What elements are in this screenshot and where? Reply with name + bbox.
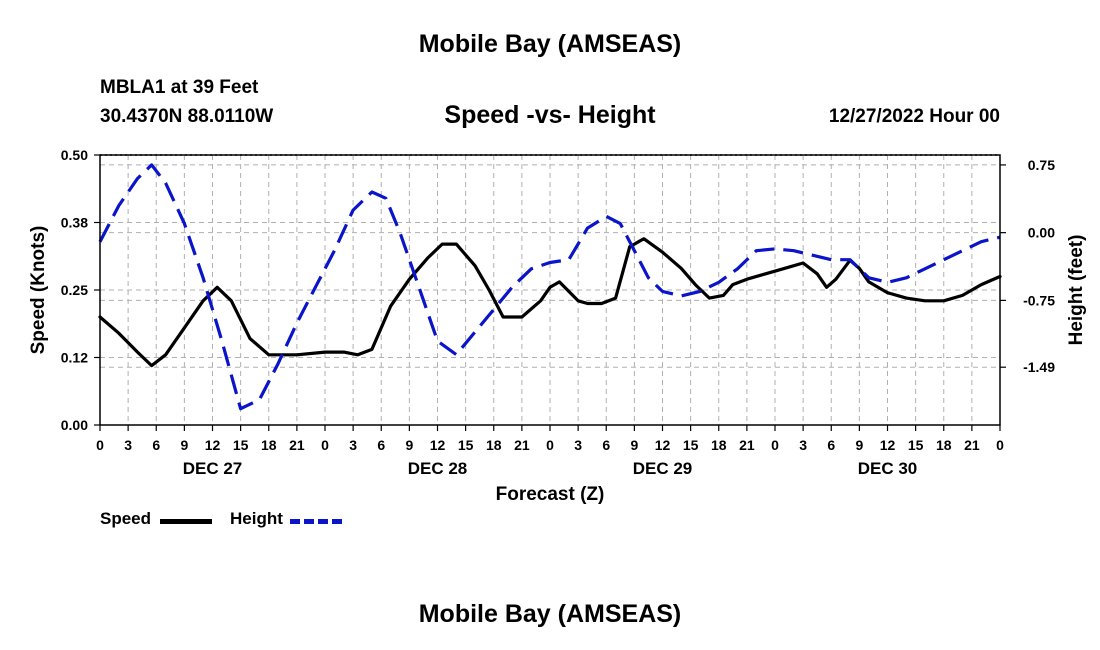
x-day-label: DEC 27 — [183, 459, 243, 478]
x-tick-label: 6 — [602, 437, 610, 453]
x-tick-label: 6 — [377, 437, 385, 453]
x-tick-label: 21 — [964, 437, 980, 453]
y2-tick-label: 0.75 — [1028, 157, 1055, 173]
legend-speed-label: Speed — [100, 509, 152, 528]
y2-axis-title: Height (feet) — [1066, 235, 1087, 346]
x-axis-title: Forecast (Z) — [496, 484, 605, 505]
y-tick-label: 0.50 — [61, 147, 88, 163]
x-tick-label: 9 — [405, 437, 413, 453]
x-tick-label: 15 — [683, 437, 699, 453]
x-tick-label: 9 — [630, 437, 638, 453]
page-title-repeat: Mobile Bay (AMSEAS) — [418, 600, 682, 628]
x-tick-label: 21 — [514, 437, 530, 453]
y2-tick-label: -0.75 — [1023, 292, 1055, 308]
x-tick-label: 0 — [321, 437, 329, 453]
x-tick-label: 18 — [711, 437, 727, 453]
x-tick-label: 9 — [855, 437, 863, 453]
x-day-label: DEC 30 — [858, 459, 918, 478]
page-title: Mobile Bay (AMSEAS) — [418, 30, 682, 58]
x-tick-label: 0 — [96, 437, 104, 453]
y-tick-label: 0.00 — [61, 417, 88, 433]
series — [98, 163, 1002, 411]
x-tick-label: 0 — [771, 437, 779, 453]
axes: 0 3 6 9 12 15 18 21 0 3 6 9 12 15 18 21 0 3 6 9 12 15 18 21 0 3 6 9… — [28, 147, 1087, 505]
x-tick-label: 3 — [799, 437, 807, 453]
x-tick-label: 3 — [574, 437, 582, 453]
x-tick-label: 3 — [349, 437, 357, 453]
y-tick-label: 0.12 — [61, 350, 88, 366]
x-tick-label: 6 — [827, 437, 835, 453]
y-axis-title: Speed (Knots) — [28, 226, 49, 355]
x-tick-label: 21 — [739, 437, 755, 453]
y-tick-label: 0.25 — [61, 282, 88, 298]
y2-tick-label: -1.49 — [1023, 359, 1055, 375]
x-tick-label: 0 — [996, 437, 1004, 453]
y-tick-label: 0.38 — [61, 215, 88, 231]
speed-series-line — [98, 237, 1002, 368]
x-tick-label: 15 — [458, 437, 474, 453]
x-tick-label: 12 — [880, 437, 896, 453]
station-label: MBLA1 at 39 Feet — [100, 77, 259, 98]
forecast-datetime: 12/27/2022 Hour 00 — [828, 106, 1000, 127]
grid — [100, 155, 1000, 425]
x-tick-label: 3 — [124, 437, 132, 453]
x-tick-label: 6 — [152, 437, 160, 453]
legend-speed-swatch — [160, 519, 212, 524]
x-tick-label: 12 — [655, 437, 671, 453]
x-tick-label: 15 — [908, 437, 924, 453]
station-coordinates: 30.4370N 88.0110W — [100, 106, 274, 127]
x-day-label: DEC 29 — [633, 459, 693, 478]
y2-tick-label: 0.00 — [1028, 225, 1055, 241]
chart-subtitle: Speed -vs- Height — [444, 101, 656, 129]
x-tick-label: 12 — [430, 437, 446, 453]
x-tick-label: 18 — [936, 437, 952, 453]
height-series-line — [98, 163, 1001, 411]
x-tick-label: 15 — [233, 437, 249, 453]
legend-height-swatch — [290, 519, 342, 524]
x-tick-label: 12 — [205, 437, 221, 453]
x-tick-label: 0 — [546, 437, 554, 453]
x-tick-label: 9 — [180, 437, 188, 453]
x-tick-label: 18 — [486, 437, 502, 453]
x-tick-label: 18 — [261, 437, 277, 453]
x-day-label: DEC 28 — [408, 459, 468, 478]
legend-height-label: Height — [230, 509, 283, 528]
x-tick-label: 21 — [289, 437, 305, 453]
